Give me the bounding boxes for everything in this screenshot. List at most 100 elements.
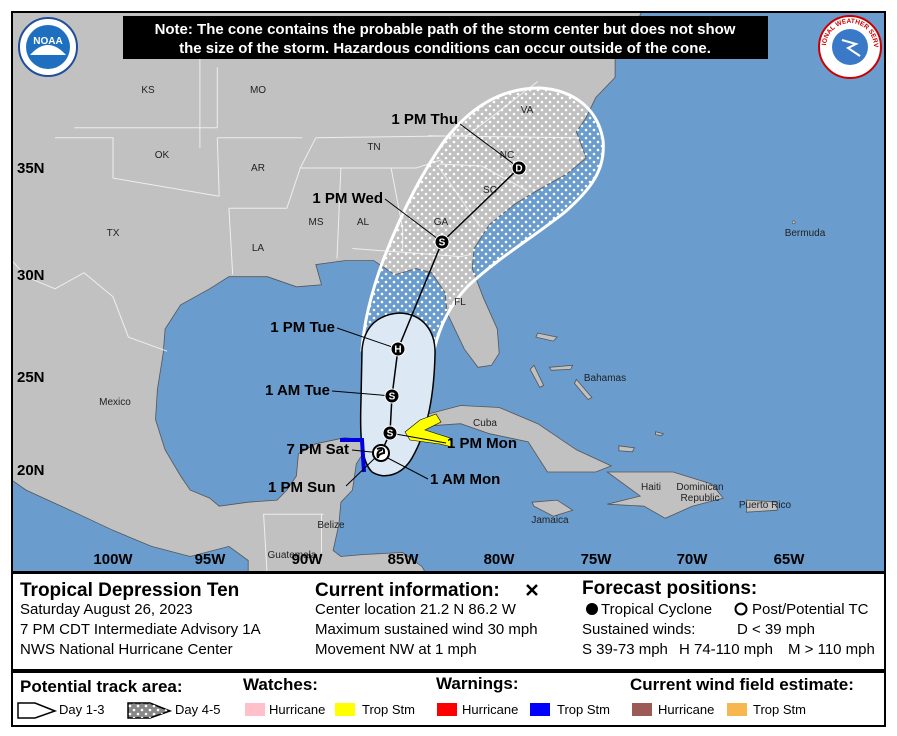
border [228,208,234,275]
forecast-point [382,425,398,441]
noaa-logo: NOAA [18,17,78,77]
info-text: Sustained winds: [582,621,695,638]
cone-day-4-5 [360,86,605,352]
place-label: Jamaica [531,515,569,526]
forecast-symbol: H [394,345,401,356]
day-4-5-icon [128,703,170,718]
legend-swatch [437,703,457,716]
border [216,137,220,197]
lon-label: 85W [388,551,420,568]
place-label: Guatemala [268,550,317,561]
info-text: D < 39 mph [737,621,815,638]
place-label: AL [357,217,370,228]
forecast-label: 1 PM Wed [312,190,383,207]
legend-swatch [727,703,747,716]
forecast-symbol: S [389,392,396,403]
info-panel [11,572,886,671]
info-text: Center location 21.2 N 86.2 W [315,601,517,618]
land [655,431,665,437]
place-label: TX [107,228,120,239]
lon-label: 70W [677,551,709,568]
legend-text: Hurricane [462,702,518,717]
storm-name: Tropical Depression Ten [20,580,239,601]
section-title: Current information: [315,580,500,601]
place-label: FL [454,297,466,308]
forecast-label: 1 PM Mon [447,435,517,452]
place-label: SC [483,185,497,196]
legend-title: Warnings: [436,674,518,693]
lon-label: 90W [292,551,324,568]
note: the size of the storm. Hazardous conditi… [179,40,711,57]
place-label: NC [500,150,514,161]
lat-label: 25N [17,369,45,386]
land [535,332,558,342]
lon-label: 100W [93,551,133,568]
current-icon [526,584,538,596]
legend-text: Trop Stm [362,702,415,717]
place-label: Bahamas [584,373,626,384]
place-label: OK [155,150,170,161]
legend-text: Hurricane [269,702,325,717]
forecast-point [384,388,400,404]
lon-label: 65W [774,551,806,568]
place-label: MS [309,217,324,228]
leader-line [331,390,393,397]
place-label: Haiti [641,482,661,493]
land [606,471,724,519]
info-text: Post/Potential TC [752,601,869,618]
forecast-label: 7 PM Sat [286,441,349,458]
land [529,364,545,388]
land [791,220,796,225]
symbol-filled [586,603,598,615]
border [263,513,324,572]
place-label: LA [252,243,265,254]
logo-text: NOAA [33,36,62,47]
lon-label: 80W [484,551,516,568]
place-label: VA [521,105,534,116]
land [548,364,574,371]
info-text: Tropical Cyclone [601,601,712,618]
map: KS MO OK AR TN MS AL GA SC NC VA LA TX FL Mexico Bermud… [12,12,885,572]
info-text: 7 PM CDT Intermediate Advisory 1A [20,621,261,638]
border [55,137,220,197]
leader-line [345,457,376,487]
legend-title: Current wind field estimate: [630,675,854,694]
note: Note: The cone contains the probable pat… [155,21,736,38]
land [746,499,778,513]
border [12,259,168,352]
legend-panel [11,671,886,727]
forecast-label: 1 PM Tue [270,319,335,336]
info-text: NWS National Hurricane Center [20,641,233,658]
place-label: Mexico [99,397,131,408]
info-text: Movement NW at 1 mph [315,641,477,658]
place-label: Belize [317,520,345,531]
lat-label: 20N [17,462,45,479]
land [618,445,636,453]
forecast-label: 1 PM Thu [391,111,458,128]
forecast-symbol: S [387,429,394,440]
land [574,378,593,401]
lat-label: 35N [17,160,45,177]
border [336,167,342,259]
forecast-point [390,341,406,357]
place-label: Bermuda [785,228,826,239]
leader-line [459,123,520,169]
info-text: H 74-110 mph [679,641,773,658]
info-text: M > 110 mph [788,641,875,658]
legend-text: Trop Stm [753,702,806,717]
day-1-3-icon [17,702,58,719]
place-label: AR [251,163,265,174]
forecast-label: 1 AM Mon [430,471,500,488]
section-title: Forecast positions: [582,578,757,599]
place-label: Cuba [473,418,497,429]
legend-title: Potential track area: [20,677,183,696]
legend-text: Hurricane [658,702,714,717]
legend-text: Day 1-3 [59,702,105,717]
info-text: Saturday August 26, 2023 [20,601,193,618]
land [403,405,613,473]
lat-label: 30N [17,267,45,284]
forecast-symbol: S [439,238,446,249]
forecast-label: 1 AM Tue [265,382,330,399]
